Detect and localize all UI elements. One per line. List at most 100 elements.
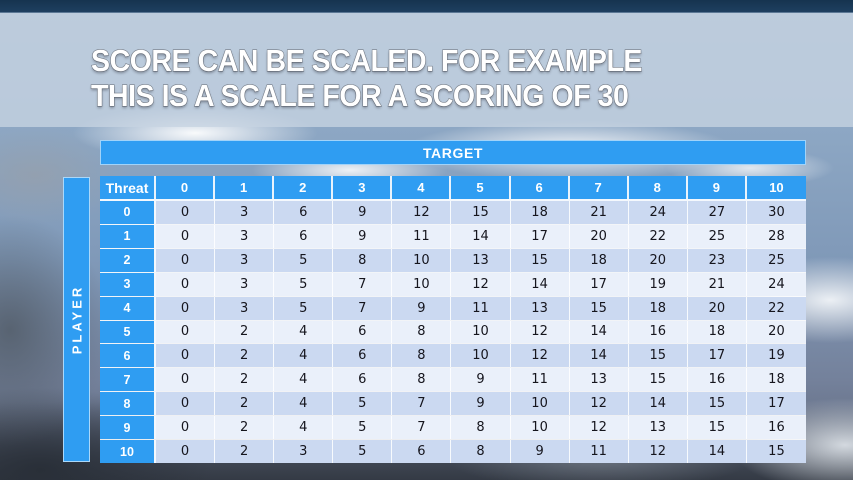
score-cell: 13 xyxy=(628,416,688,440)
score-cell: 2 xyxy=(215,368,275,392)
table-row: 9 0 2 4 5 7 8 10 12 13 15 16 xyxy=(100,416,806,441)
score-cell: 20 xyxy=(687,296,747,320)
score-cell: 13 xyxy=(569,368,629,392)
score-cell: 6 xyxy=(274,224,334,248)
score-cell: 20 xyxy=(628,248,688,272)
score-cell: 17 xyxy=(746,392,806,416)
score-cell: 2 xyxy=(215,320,275,344)
score-cell: 20 xyxy=(569,224,629,248)
score-cell: 14 xyxy=(451,224,511,248)
score-cell: 11 xyxy=(392,224,452,248)
score-cell: 12 xyxy=(569,416,629,440)
table-row: 5 0 2 4 6 8 10 12 14 16 18 20 xyxy=(100,320,806,345)
score-cell: 11 xyxy=(569,440,629,463)
score-cell: 8 xyxy=(451,440,511,463)
table-row: 0 0 3 6 9 12 15 18 21 24 27 30 xyxy=(100,201,806,225)
score-cell: 15 xyxy=(687,416,747,440)
target-column-header: 8 xyxy=(628,176,688,199)
score-cell: 14 xyxy=(628,392,688,416)
score-cell: 15 xyxy=(628,344,688,368)
score-cell: 16 xyxy=(628,320,688,344)
player-row-label: 10 xyxy=(100,440,156,463)
score-cell: 22 xyxy=(628,224,688,248)
player-header-label: PLAYER xyxy=(69,284,85,355)
target-column-header: 9 xyxy=(687,176,747,199)
score-cell: 18 xyxy=(746,368,806,392)
score-cell: 13 xyxy=(451,248,511,272)
title-line-2: THIS IS A SCALE FOR A SCORING OF 30 xyxy=(90,77,629,113)
score-cell: 12 xyxy=(451,272,511,296)
score-cell: 14 xyxy=(569,320,629,344)
score-cell: 4 xyxy=(274,320,334,344)
score-cell: 13 xyxy=(510,296,570,320)
table-row: 10 0 2 3 5 6 8 9 11 12 14 15 xyxy=(100,440,806,463)
player-row-label: 2 xyxy=(100,248,156,272)
score-cell: 3 xyxy=(215,201,275,224)
score-cell: 3 xyxy=(274,440,334,463)
score-cell: 5 xyxy=(333,416,393,440)
score-cell: 18 xyxy=(687,320,747,344)
score-cell: 24 xyxy=(746,272,806,296)
table-row: 1 0 3 6 9 11 14 17 20 22 25 28 xyxy=(100,224,806,249)
target-column-header: 3 xyxy=(333,176,393,199)
score-cell: 9 xyxy=(451,392,511,416)
score-cell: 21 xyxy=(687,272,747,296)
player-row-label: 0 xyxy=(100,201,156,224)
score-cell: 7 xyxy=(392,392,452,416)
player-row-label: 1 xyxy=(100,224,156,248)
score-table-body: 0 0 3 6 9 12 15 18 21 24 27 30 1 0 3 6 9 11 14 17 20 22 25 28 2 0… xyxy=(100,201,806,463)
score-cell: 7 xyxy=(333,272,393,296)
score-cell: 12 xyxy=(510,344,570,368)
score-cell: 14 xyxy=(687,440,747,463)
score-cell: 15 xyxy=(451,201,511,224)
score-cell: 27 xyxy=(687,201,747,224)
table-row: 8 0 2 4 5 7 9 10 12 14 15 17 xyxy=(100,392,806,417)
score-cell: 14 xyxy=(569,344,629,368)
target-column-header: 0 xyxy=(156,176,216,199)
score-cell: 8 xyxy=(451,416,511,440)
target-column-header: 7 xyxy=(569,176,629,199)
score-cell: 4 xyxy=(274,368,334,392)
score-cell: 0 xyxy=(156,248,216,272)
score-cell: 10 xyxy=(451,344,511,368)
player-row-label: 8 xyxy=(100,392,156,416)
score-table-header-row: Threat 0 1 2 3 4 5 6 7 8 9 10 xyxy=(100,176,806,201)
score-cell: 5 xyxy=(274,248,334,272)
score-cell: 15 xyxy=(746,440,806,463)
score-cell: 0 xyxy=(156,344,216,368)
threat-corner-label: Threat xyxy=(100,176,156,199)
score-cell: 6 xyxy=(333,368,393,392)
target-column-header: 5 xyxy=(451,176,511,199)
score-cell: 15 xyxy=(569,296,629,320)
score-cell: 15 xyxy=(628,368,688,392)
score-cell: 4 xyxy=(274,344,334,368)
score-cell: 6 xyxy=(333,320,393,344)
player-row-label: 4 xyxy=(100,296,156,320)
score-cell: 6 xyxy=(274,201,334,224)
table-row: 3 0 3 5 7 10 12 14 17 19 21 24 xyxy=(100,272,806,297)
target-column-header: 10 xyxy=(746,176,806,199)
score-cell: 25 xyxy=(687,224,747,248)
target-column-header: 1 xyxy=(215,176,275,199)
score-cell: 9 xyxy=(333,201,393,224)
score-cell: 5 xyxy=(333,440,393,463)
player-header: PLAYER xyxy=(63,177,90,462)
score-cell: 12 xyxy=(628,440,688,463)
player-row-label: 5 xyxy=(100,320,156,344)
score-cell: 10 xyxy=(392,272,452,296)
score-cell: 2 xyxy=(215,392,275,416)
player-row-label: 3 xyxy=(100,272,156,296)
score-cell: 20 xyxy=(746,320,806,344)
score-cell: 11 xyxy=(510,368,570,392)
score-cell: 6 xyxy=(333,344,393,368)
table-row: 6 0 2 4 6 8 10 12 14 15 17 19 xyxy=(100,344,806,369)
score-cell: 3 xyxy=(215,296,275,320)
score-cell: 2 xyxy=(215,344,275,368)
score-cell: 2 xyxy=(215,440,275,463)
score-cell: 0 xyxy=(156,320,216,344)
score-cell: 0 xyxy=(156,416,216,440)
score-cell: 3 xyxy=(215,224,275,248)
score-cell: 18 xyxy=(628,296,688,320)
target-column-header: 4 xyxy=(392,176,452,199)
